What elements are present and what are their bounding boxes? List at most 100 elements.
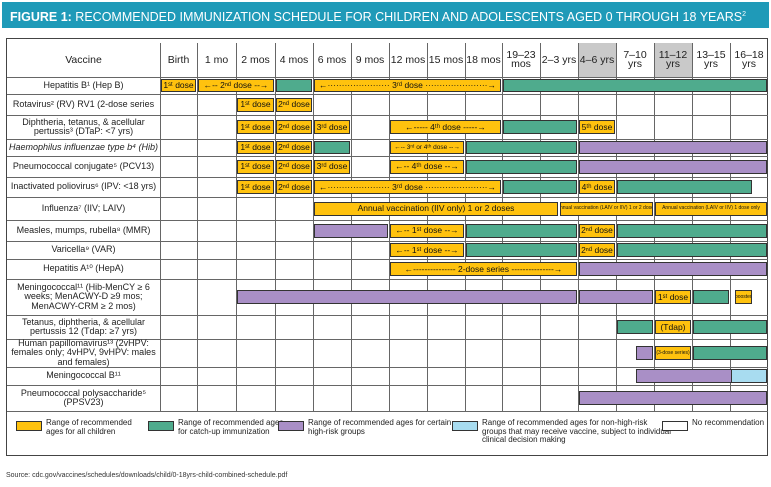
schedule-bar xyxy=(276,79,312,92)
legend-swatch xyxy=(452,421,478,431)
schedule-bar: 2ⁿᵈ dose xyxy=(276,97,312,112)
header-age-column: 11–12 yrs xyxy=(654,43,692,77)
figure-title-sup: 2 xyxy=(742,11,746,18)
header-age-column: 16–18 yrs xyxy=(734,49,764,70)
header-age-column: 4–6 yrs xyxy=(578,43,616,77)
schedule-bar: ←--------------- 2-dose series ---------… xyxy=(390,262,577,276)
grid-line-horizontal xyxy=(7,220,768,221)
schedule-bar xyxy=(617,320,653,334)
schedule-bar xyxy=(579,290,653,304)
grid-line-horizontal xyxy=(7,279,768,280)
grid-line-vertical xyxy=(389,43,390,411)
grid-line-horizontal xyxy=(7,156,768,157)
vaccine-row-label: Tetanus, diphtheria, & acellular pertuss… xyxy=(21,316,146,336)
grid-line-horizontal xyxy=(7,315,768,316)
grid-line-vertical xyxy=(275,43,276,411)
schedule-bar xyxy=(237,290,577,304)
schedule-bar xyxy=(503,180,577,194)
vaccine-row-label: Rotavirus² (RV) RV1 (2-dose series xyxy=(12,98,155,109)
grid-line-horizontal xyxy=(7,77,768,78)
source-citation: Source: cdc.gov/vaccines/schedules/downl… xyxy=(6,472,288,479)
schedule-bar: ←-- 2ⁿᵈ dose --→ xyxy=(198,79,274,92)
grid-line-horizontal xyxy=(7,197,768,198)
header-age-column: 2–3 yrs xyxy=(541,53,577,66)
grid-line-horizontal xyxy=(7,339,768,340)
vaccine-row-label: Varicella⁹ (VAR) xyxy=(51,244,116,255)
vaccine-row-label: Haemophilus influenzae type b⁴ (Hib) xyxy=(9,141,158,152)
header-age-column: 7–10 yrs xyxy=(623,49,647,70)
header-age-column: Birth xyxy=(167,53,190,66)
grid-line-horizontal xyxy=(7,385,768,386)
schedule-bar xyxy=(617,223,767,238)
header-age-column: 12 mos xyxy=(390,53,426,66)
vaccine-row-label: Human papillomavirus¹³ (2vHPV: females o… xyxy=(11,339,156,367)
vaccine-row-label: Hepatitis B¹ (Hep B) xyxy=(43,79,124,90)
schedule-bar xyxy=(503,120,577,134)
legend-label: Range of recommended ages for all childr… xyxy=(46,418,132,436)
grid-line-horizontal xyxy=(7,411,768,412)
grid-line-horizontal xyxy=(7,259,768,260)
grid-line-horizontal xyxy=(7,367,768,368)
grid-line-vertical xyxy=(313,43,314,411)
grid-line-horizontal xyxy=(7,139,768,140)
schedule-bar: 2ⁿᵈ dose xyxy=(276,120,312,134)
header-age-column: 6 mos xyxy=(317,53,347,66)
vaccine-row-label: Measles, mumps, rubella⁸ (MMR) xyxy=(16,224,151,235)
header-age-column: 2 mos xyxy=(241,53,270,66)
schedule-bar xyxy=(693,290,729,304)
schedule-bar xyxy=(579,141,767,154)
schedule-bar xyxy=(466,159,577,174)
schedule-bar xyxy=(466,223,577,238)
legend-label: Range of recommended ages for non-high-r… xyxy=(482,418,671,444)
header-age-column: 18 mos xyxy=(466,53,501,66)
legend-swatch xyxy=(16,421,42,431)
vaccine-row-label: Diphtheria, tetanus, & acellular pertuss… xyxy=(22,116,145,136)
schedule-bar: 1ˢᵗ dose xyxy=(655,290,691,304)
schedule-bar xyxy=(636,346,653,360)
schedule-bar: ←······················ 3ʳᵈ dose ·······… xyxy=(314,180,501,194)
schedule-bar: (3-dose series) xyxy=(655,346,691,360)
header-age-column: 19–23 mos xyxy=(506,49,536,70)
grid-line-vertical xyxy=(578,43,579,411)
vaccine-row-label: Inactivated poliovirus⁶ (IPV: <18 yrs) xyxy=(10,181,157,192)
schedule-bar: 1ˢᵗ dose xyxy=(237,120,274,134)
grid-line-vertical xyxy=(197,43,198,411)
schedule-bar xyxy=(503,79,767,92)
schedule-bar: 1ˢᵗ dose xyxy=(161,79,196,92)
schedule-bar: 5ᵗʰ dose xyxy=(579,120,615,134)
schedule-bar: Annual vaccination (IIV only) 1 or 2 dos… xyxy=(314,201,558,216)
schedule-bar xyxy=(617,243,767,257)
grid-line-vertical xyxy=(160,43,161,411)
schedule-bar xyxy=(731,369,767,383)
schedule-bar: 1ˢᵗ dose xyxy=(237,141,274,154)
grid-line-vertical xyxy=(616,43,617,411)
grid-line-horizontal xyxy=(7,241,768,242)
schedule-bar xyxy=(466,243,577,257)
schedule-bar: booster xyxy=(734,290,752,304)
grid-line-horizontal xyxy=(7,115,768,116)
schedule-bar xyxy=(314,223,388,238)
header-age-column: 15 mos xyxy=(428,53,464,66)
vaccine-row-label: Pneumococcal conjugate⁵ (PCV13) xyxy=(12,160,155,171)
legend-label: No recommendation xyxy=(692,418,765,427)
schedule-bar: 3ʳᵈ dose xyxy=(314,120,350,134)
schedule-bar xyxy=(466,141,577,154)
header-vaccine-label: Vaccine xyxy=(65,53,102,66)
schedule-bar: 2ⁿᵈ dose xyxy=(579,223,615,238)
schedule-bar: 3ʳᵈ dose xyxy=(314,159,350,174)
schedule-bar: Annual vaccination (LAIV or IIV) 1 dose … xyxy=(655,201,767,216)
schedule-bar xyxy=(579,159,767,174)
grid-line-horizontal xyxy=(7,94,768,95)
header-age-column: 4 mos xyxy=(279,53,309,66)
schedule-table: Vaccine Birth 1 mo 2 mos 4 mos 6 mos 9 mos 12 m… xyxy=(6,38,768,456)
legend-label: Range of recommended ages for catch-up i… xyxy=(178,418,284,436)
figure-label: FIGURE 1: xyxy=(10,10,72,25)
schedule-bar: 2ⁿᵈ dose xyxy=(579,243,615,257)
schedule-bar: ←-- 4ᵗʰ dose --→ xyxy=(390,159,464,174)
schedule-bar: 1ˢᵗ dose xyxy=(237,159,274,174)
vaccine-row-label: Meningococcal B¹¹ xyxy=(46,370,121,381)
schedule-bar xyxy=(579,391,767,405)
legend-label: Range of recommended ages for certain hi… xyxy=(308,418,452,436)
schedule-bar xyxy=(579,262,767,276)
